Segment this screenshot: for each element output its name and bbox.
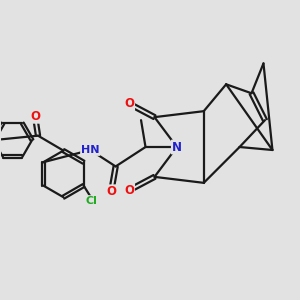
Text: O: O <box>106 185 116 198</box>
Text: O: O <box>124 97 134 110</box>
Text: HN: HN <box>81 145 100 155</box>
Text: N: N <box>172 140 182 154</box>
Text: O: O <box>30 110 40 123</box>
Text: O: O <box>124 184 134 197</box>
Text: Cl: Cl <box>85 196 97 206</box>
